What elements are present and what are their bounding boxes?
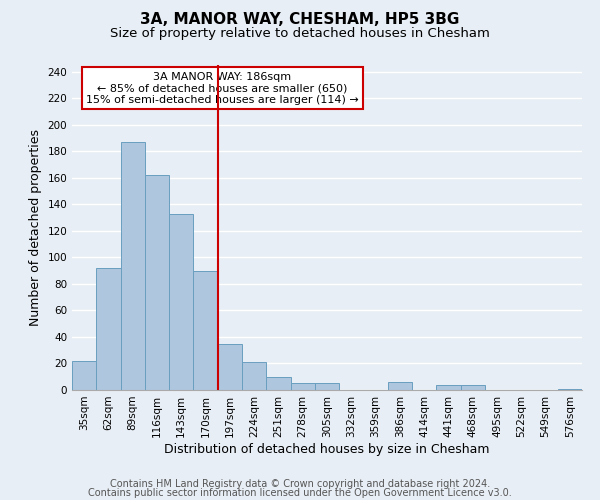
- Bar: [266, 376, 290, 390]
- Text: Size of property relative to detached houses in Chesham: Size of property relative to detached ho…: [110, 28, 490, 40]
- Y-axis label: Number of detached properties: Number of detached properties: [29, 129, 42, 326]
- Text: Contains HM Land Registry data © Crown copyright and database right 2024.: Contains HM Land Registry data © Crown c…: [110, 479, 490, 489]
- Bar: [388, 382, 412, 390]
- Bar: [436, 384, 461, 390]
- Text: 3A MANOR WAY: 186sqm
← 85% of detached houses are smaller (650)
15% of semi-deta: 3A MANOR WAY: 186sqm ← 85% of detached h…: [86, 72, 359, 104]
- Bar: [290, 384, 315, 390]
- Bar: [242, 362, 266, 390]
- Bar: [193, 270, 218, 390]
- Bar: [145, 175, 169, 390]
- X-axis label: Distribution of detached houses by size in Chesham: Distribution of detached houses by size …: [164, 442, 490, 456]
- Bar: [96, 268, 121, 390]
- Bar: [169, 214, 193, 390]
- Bar: [558, 388, 582, 390]
- Bar: [461, 384, 485, 390]
- Bar: [218, 344, 242, 390]
- Bar: [72, 361, 96, 390]
- Text: 3A, MANOR WAY, CHESHAM, HP5 3BG: 3A, MANOR WAY, CHESHAM, HP5 3BG: [140, 12, 460, 28]
- Text: Contains public sector information licensed under the Open Government Licence v3: Contains public sector information licen…: [88, 488, 512, 498]
- Bar: [121, 142, 145, 390]
- Bar: [315, 384, 339, 390]
